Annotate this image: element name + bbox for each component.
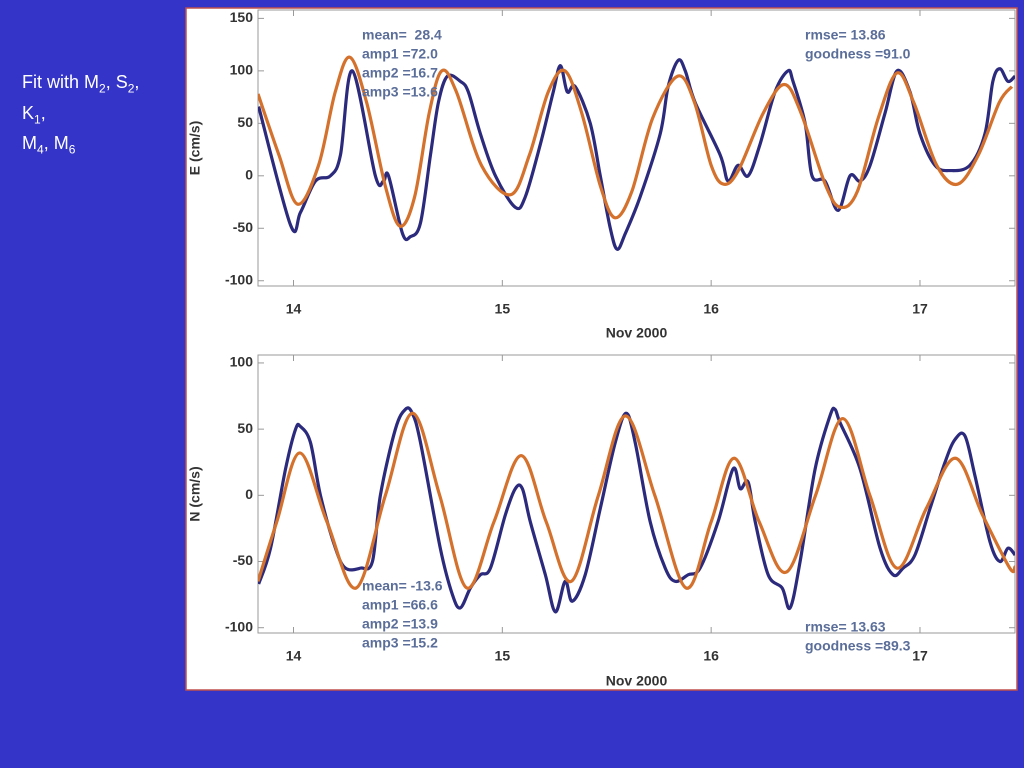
annotation: amp2 =16.7 [362, 65, 438, 81]
annotation: amp1 =66.6 [362, 597, 438, 613]
caption-text: , [134, 72, 140, 92]
series-line [258, 55, 1014, 228]
subscript: 2 [99, 81, 106, 96]
annotation: rmse= 13.86 [805, 27, 886, 43]
x-tick-label: 17 [912, 648, 928, 664]
subscript: 4 [37, 142, 44, 157]
y-tick-label: 0 [245, 167, 253, 183]
caption-line: M4, M6 [22, 131, 139, 162]
x-tick-label: 16 [703, 648, 719, 664]
annotation: goodness =89.3 [805, 638, 911, 654]
caption-text: , S [105, 72, 128, 92]
annotation: mean= -13.6 [362, 578, 443, 594]
y-tick-label: 50 [237, 420, 253, 436]
x-axis-label: Nov 2000 [606, 325, 668, 341]
caption-text: , [40, 102, 46, 123]
y-axis-label: N (cm/s) [187, 466, 203, 521]
caption-text: , M [43, 133, 69, 154]
chart-panel [185, 7, 1018, 691]
annotation: goodness =91.0 [805, 46, 911, 62]
annotation: amp2 =13.9 [362, 616, 438, 632]
y-tick-label: 100 [230, 354, 254, 370]
subscript: 2 [127, 81, 135, 96]
x-tick-label: 15 [495, 301, 511, 317]
x-tick-label: 16 [703, 301, 719, 317]
y-tick-label: -50 [233, 552, 253, 568]
y-tick-label: -50 [233, 219, 253, 235]
caption-line: Fit with M2, S2, [22, 70, 139, 101]
y-tick-label: -100 [225, 618, 253, 634]
caption-text: Fit with M [22, 72, 100, 92]
x-tick-label: 15 [495, 648, 511, 664]
series-line [258, 411, 1015, 590]
y-axis-label: E (cm/s) [187, 121, 203, 175]
caption: Fit with M2, S2, K1, M4, M6 [22, 70, 139, 162]
x-axis-label: Nov 2000 [606, 673, 668, 689]
series-line [258, 406, 1015, 614]
y-tick-label: 100 [230, 62, 254, 78]
series-line [258, 58, 1015, 251]
caption-text: M [22, 133, 37, 154]
annotation: rmse= 13.63 [805, 619, 886, 635]
subscript: 6 [68, 142, 76, 157]
y-tick-label: 0 [245, 486, 253, 502]
x-tick-label: 14 [286, 301, 302, 317]
subscript: 1 [34, 112, 41, 127]
annotation: amp1 =72.0 [362, 46, 438, 62]
annotation: mean= 28.4 [362, 27, 442, 43]
x-tick-label: 17 [912, 301, 928, 317]
caption-line: K1, [22, 101, 139, 132]
plot-frame [257, 9, 1016, 287]
y-tick-label: -100 [225, 271, 253, 287]
caption-text: K [22, 102, 35, 123]
x-tick-label: 14 [286, 648, 302, 664]
y-tick-label: 50 [237, 114, 253, 130]
annotation: amp3 =15.2 [362, 635, 438, 651]
plot-frame [257, 354, 1016, 634]
annotation: amp3 =13.6 [362, 84, 438, 100]
y-tick-label: 150 [230, 9, 254, 25]
